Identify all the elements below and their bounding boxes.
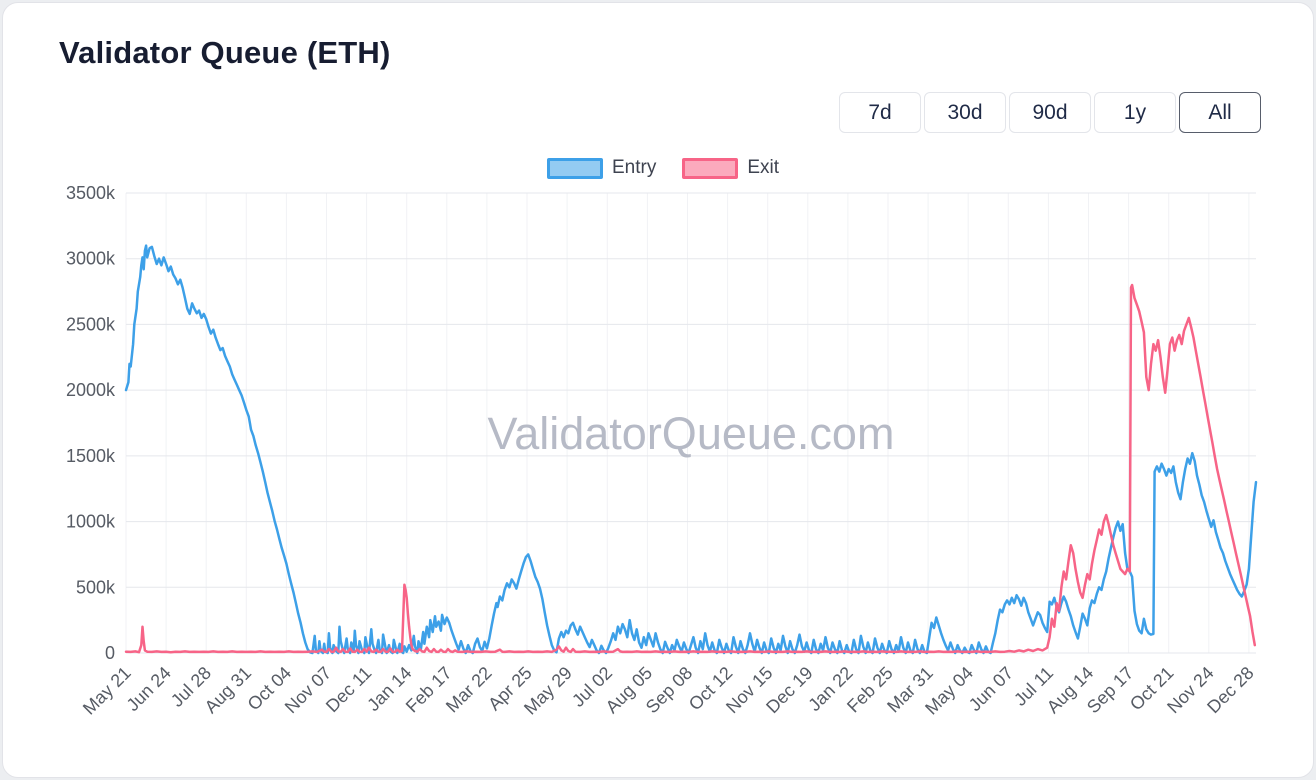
time-range-selector: 7d 30d 90d 1y All (839, 92, 1261, 133)
x-axis-tick-label: May 21 (79, 663, 135, 719)
entry-legend-label: Entry (611, 157, 657, 178)
range-button-90d[interactable]: 90d (1009, 92, 1091, 133)
y-axis-tick-label: 1000k (66, 512, 116, 532)
y-axis-tick-label: 2000k (66, 380, 116, 400)
validator-queue-chart[interactable]: 0 500k 1000k 1500k 2000k 2500k 3000k 3500k May 2… (43, 181, 1283, 765)
x-axis-tick-label: Mar 22 (442, 663, 496, 717)
entry-legend-swatch-icon (546, 157, 603, 179)
y-axis-tick-label: 500k (76, 577, 116, 597)
range-button-1y[interactable]: 1y (1094, 92, 1176, 133)
legend-item-entry[interactable]: Entry (546, 157, 657, 179)
y-axis-tick-label: 1500k (66, 446, 116, 466)
page-title: Validator Queue (ETH) (59, 35, 391, 70)
legend-item-exit[interactable]: Exit (682, 157, 779, 179)
range-button-7d[interactable]: 7d (839, 92, 921, 133)
exit-legend-label: Exit (747, 157, 780, 178)
x-axis-tick-label: Dec 11 (322, 663, 376, 717)
y-axis-tick-label: 3000k (66, 249, 116, 269)
range-button-30d[interactable]: 30d (924, 92, 1006, 133)
chart-area: 0 500k 1000k 1500k 2000k 2500k 3000k 3500k May 2… (43, 181, 1283, 765)
y-axis-tick-label: 3500k (66, 183, 116, 203)
range-button-all[interactable]: All (1179, 92, 1261, 133)
x-axis-tick-label: Jun 07 (965, 663, 1017, 715)
y-axis-tick-label: 0 (105, 643, 115, 663)
x-axis-tick-label: Jun 24 (123, 663, 175, 715)
watermark-text: ValidatorQueue.com (488, 408, 895, 459)
exit-series-line (124, 283, 1257, 654)
y-axis-tick-label: 2500k (66, 314, 116, 334)
chart-legend: Entry Exit (43, 157, 1283, 179)
exit-legend-swatch-icon (682, 157, 739, 179)
